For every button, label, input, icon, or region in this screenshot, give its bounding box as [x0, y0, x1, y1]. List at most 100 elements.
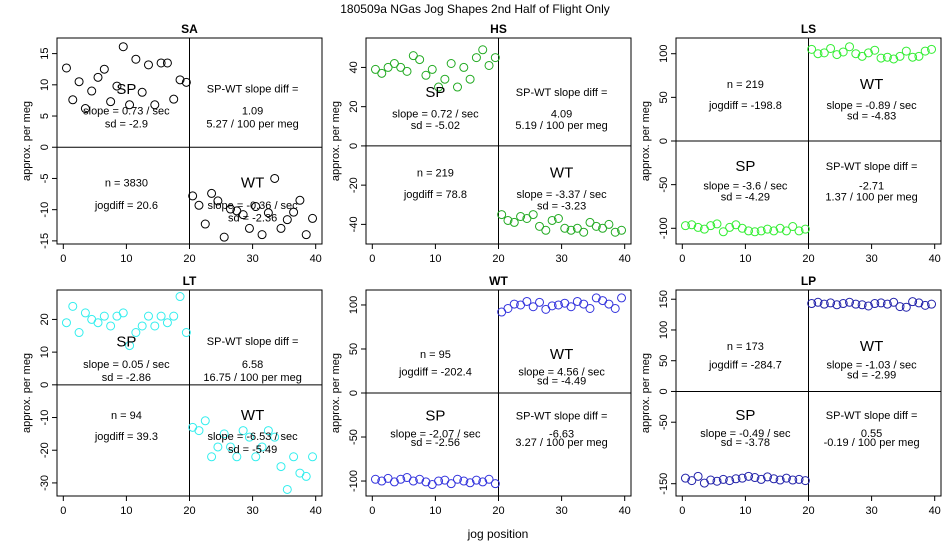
data-point: [131, 328, 141, 338]
stat-label: -2.71: [859, 180, 884, 192]
data-point: [93, 72, 103, 82]
data-point: [553, 213, 563, 223]
data-point: [870, 299, 880, 309]
data-point: [402, 66, 412, 76]
y-tick-label: 100: [348, 296, 360, 314]
x-tick-label: 0: [369, 253, 375, 265]
y-tick-label: 150: [658, 290, 670, 308]
data-point: [162, 58, 172, 68]
stat-label: slope = -2.07 / sec: [390, 428, 481, 440]
data-point: [282, 484, 292, 494]
data-point: [572, 223, 582, 233]
y-tick-label: 20: [39, 313, 51, 325]
y-tick-label: -20: [348, 177, 360, 193]
stat-label: SP-WT slope diff =: [826, 410, 918, 422]
x-tick-label: 10: [429, 505, 441, 517]
stat-label: slope = -0.49 / sec: [700, 428, 791, 440]
data-point: [263, 426, 273, 436]
stat-label: sd = -3.23: [537, 201, 586, 213]
data-point: [452, 474, 462, 484]
data-point: [377, 476, 387, 486]
data-point: [150, 100, 160, 110]
stat-label: sd = -5.49: [228, 444, 277, 456]
panel-title: LT: [183, 274, 197, 288]
x-tick-label: 20: [492, 253, 504, 265]
stat-label: -6.63: [549, 428, 574, 440]
figure-title: 180509a NGas Jog Shapes 2nd Half of Flig…: [340, 2, 610, 16]
stat-label: slope = -3.6 / sec: [703, 180, 788, 192]
data-point: [219, 429, 229, 439]
x-tick-label: 40: [619, 253, 631, 265]
data-point: [478, 477, 488, 487]
stat-label: sd = -3.78: [721, 437, 770, 449]
data-point: [737, 473, 747, 483]
stat-label: jogdiff = 78.8: [403, 189, 467, 201]
data-point: [832, 50, 842, 60]
data-point: [762, 472, 772, 482]
stat-label: slope = 0.73 / sec: [83, 106, 170, 118]
data-point: [125, 341, 135, 351]
data-point: [762, 224, 772, 234]
data-point: [693, 222, 703, 232]
data-point: [756, 226, 766, 236]
y-tick-label: 50: [658, 355, 670, 367]
data-point: [396, 62, 406, 72]
x-tick-label: 40: [929, 505, 941, 517]
data-point: [301, 471, 311, 481]
y-axis-label: approx. per meg: [330, 101, 342, 181]
stat-label: SP-WT slope diff =: [516, 411, 608, 423]
y-tick-label: -100: [658, 217, 670, 239]
x-tick-label: 10: [120, 253, 132, 265]
data-point: [421, 70, 431, 80]
region-label: SP: [735, 407, 755, 424]
stat-label: 1.09: [242, 106, 263, 118]
data-point: [503, 303, 513, 313]
region-label: WT: [241, 407, 264, 424]
data-point: [162, 318, 172, 328]
stat-label: sd = -2.36: [228, 212, 277, 224]
data-point: [484, 474, 494, 484]
data-point: [440, 74, 450, 84]
y-axis-label: approx. per meg: [21, 353, 33, 433]
stat-label: 3.27 / 100 per meg: [515, 437, 607, 449]
data-point: [895, 302, 905, 312]
stat-label: n = 219: [417, 167, 454, 179]
data-point: [731, 474, 741, 484]
data-point: [257, 230, 267, 240]
y-tick-label: -5: [39, 174, 51, 184]
x-tick-label: 10: [739, 253, 751, 265]
x-tick-label: 0: [679, 505, 685, 517]
x-tick-label: 40: [929, 253, 941, 265]
data-point: [535, 221, 545, 231]
stat-label: jogdiff = -198.8: [708, 100, 782, 112]
data-point: [775, 223, 785, 233]
data-point: [895, 51, 905, 61]
data-point: [572, 296, 582, 306]
data-point: [181, 77, 191, 87]
data-point: [156, 311, 166, 321]
data-point: [415, 474, 425, 484]
data-point: [389, 59, 399, 69]
panel-title: HS: [490, 22, 507, 36]
x-tick-label: 10: [429, 253, 441, 265]
data-point: [920, 46, 930, 56]
data-point: [207, 188, 217, 198]
data-point: [270, 173, 280, 183]
stat-label: jogdiff = 39.3: [94, 431, 158, 443]
region-label: WT: [550, 346, 573, 363]
stat-label: slope = -3.37 / sec: [516, 189, 607, 201]
data-point: [118, 42, 128, 52]
data-point: [383, 62, 393, 72]
stat-label: sd = -2.86: [102, 372, 151, 384]
region-label: WT: [860, 338, 883, 355]
data-point: [610, 303, 620, 313]
data-point: [377, 68, 387, 78]
data-point: [579, 227, 589, 237]
data-point: [408, 476, 418, 486]
data-point: [813, 49, 823, 59]
data-point: [617, 225, 627, 235]
data-point: [478, 45, 488, 55]
data-point: [920, 300, 930, 310]
data-point: [591, 293, 601, 303]
